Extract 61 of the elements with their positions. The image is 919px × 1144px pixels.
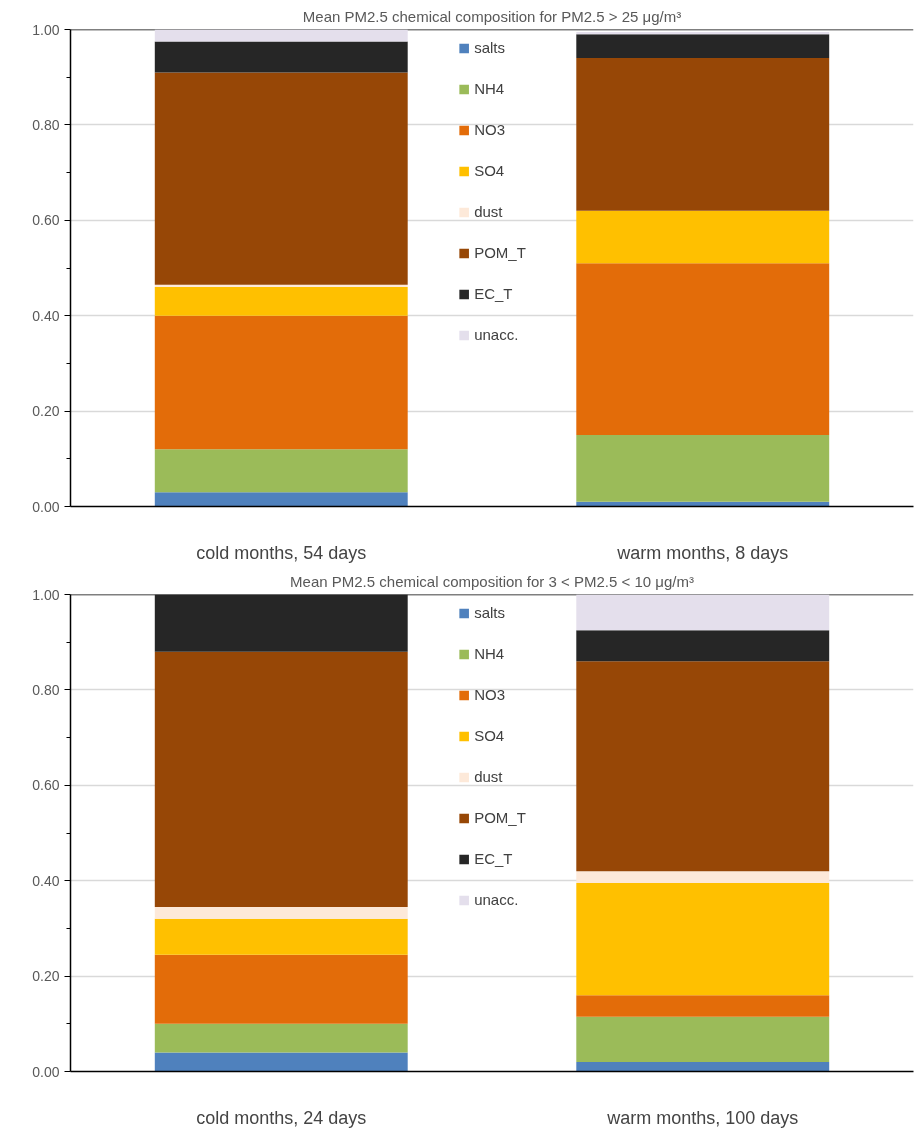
bar [576, 871, 830, 884]
bar [154, 29, 408, 42]
bar [576, 661, 830, 872]
y-tick-label: 0.80 [32, 681, 60, 698]
bar [576, 434, 830, 502]
y-tick-label: 0.40 [32, 307, 60, 324]
bar [154, 651, 408, 907]
legend-label: NO3 [474, 121, 505, 138]
bar [154, 954, 408, 1024]
bar [154, 449, 408, 493]
legend-label: unacc. [474, 891, 519, 908]
y-tick-label: 0.80 [32, 116, 60, 133]
bar [154, 594, 408, 652]
x-tick-label: cold months, 54 days [196, 542, 367, 563]
y-tick-label: 0.20 [32, 403, 60, 420]
bar [154, 1023, 408, 1053]
legend-label: SO4 [474, 162, 505, 179]
bar [154, 72, 408, 285]
legend-label: unacc. [474, 326, 519, 343]
legend-label: POM_T [474, 244, 526, 261]
bar [576, 34, 830, 59]
y-tick-label: 0.60 [32, 777, 60, 794]
y-tick-label: 0.20 [32, 968, 60, 985]
x-tick-label: warm months, 8 days [616, 542, 789, 563]
legend-label: dust [474, 768, 503, 785]
bar [154, 41, 408, 73]
bar [576, 58, 830, 211]
chart-title: Mean PM2.5 chemical composition for 3 < PM2.5 < 10 μg/m³ [290, 572, 694, 590]
bar [576, 630, 830, 662]
y-tick-label: 0.00 [32, 1063, 60, 1080]
legend-label: POM_T [474, 809, 526, 826]
bar [154, 287, 408, 316]
bar [576, 995, 830, 1017]
y-tick-label: 1.00 [32, 586, 60, 603]
bar [576, 210, 830, 264]
bar [154, 918, 408, 955]
y-tick-label: 0.00 [32, 498, 60, 515]
y-tick-label: 1.00 [32, 21, 60, 38]
bar [576, 1061, 830, 1072]
bar [576, 594, 830, 631]
bar [576, 1016, 830, 1062]
x-tick-label: cold months, 24 days [196, 1107, 367, 1128]
y-tick-label: 0.40 [32, 872, 60, 889]
bar [576, 883, 830, 996]
legend-label: NH4 [474, 80, 505, 97]
bar [154, 1052, 408, 1072]
bar [154, 906, 408, 919]
legend-label: SO4 [474, 727, 505, 744]
legend-label: NH4 [474, 645, 505, 662]
legend-label: dust [474, 203, 503, 220]
chart-title: Mean PM2.5 chemical composition for PM2.5 > 25 μg/m³ [302, 7, 682, 25]
x-tick-label: warm months, 100 days [606, 1107, 799, 1128]
bar [576, 263, 830, 435]
legend-label: NO3 [474, 686, 505, 703]
legend-label: salts [474, 39, 505, 56]
bar [154, 492, 408, 507]
legend-label: EC_T [474, 850, 513, 867]
legend-label: salts [474, 604, 505, 621]
bar [154, 315, 408, 450]
y-tick-label: 0.60 [32, 212, 60, 229]
legend-label: EC_T [474, 285, 513, 302]
